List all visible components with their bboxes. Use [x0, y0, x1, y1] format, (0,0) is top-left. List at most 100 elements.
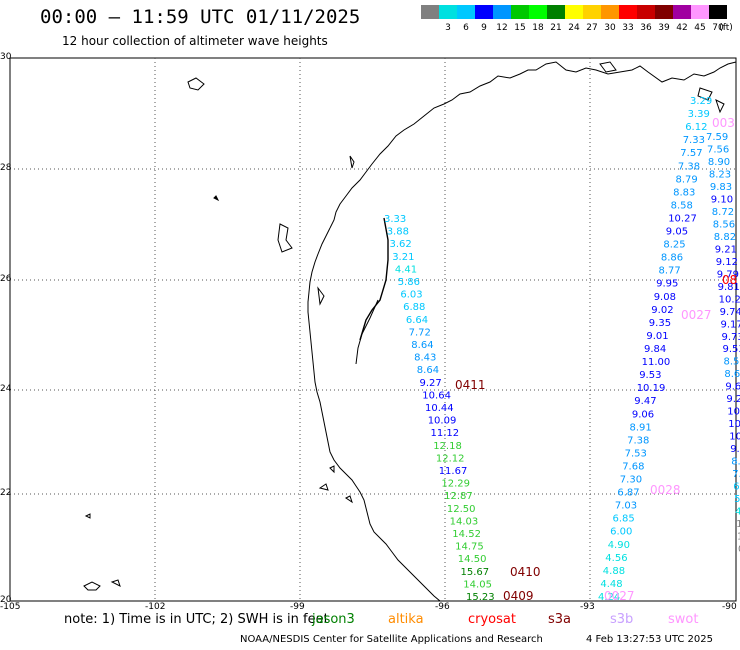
- wave-height-value: 11.00: [642, 357, 671, 368]
- wave-height-value: 15.23: [466, 592, 495, 603]
- wave-height-value: 10.19: [637, 383, 666, 394]
- longitude-label: -99: [290, 602, 305, 612]
- wave-height-value: 8.25: [663, 240, 685, 251]
- wave-height-value: 4.03: [735, 507, 740, 518]
- wave-height-value: 14.52: [452, 529, 481, 540]
- legend-tick-label: 12: [496, 23, 508, 33]
- wave-height-value: 6.87: [617, 488, 639, 499]
- track-id-label: 0410: [510, 565, 541, 579]
- wave-height-value: 6.12: [685, 122, 707, 133]
- wave-height-value: 6.64: [406, 315, 428, 326]
- legend-swatch: [601, 5, 619, 19]
- satellite-name: altika: [388, 612, 424, 627]
- latitude-label: 28: [0, 163, 12, 173]
- wave-height-value: 5.31: [734, 494, 740, 505]
- wave-height-value: 10.09: [428, 416, 457, 427]
- wave-height-value: 4.90: [608, 540, 630, 551]
- legend-swatch: [709, 5, 727, 19]
- legend-swatch: [475, 5, 493, 19]
- longitude-label: -93: [580, 602, 595, 612]
- wave-height-value: 8.72: [712, 207, 734, 218]
- wave-height-value: 8.43: [731, 457, 740, 468]
- wave-height-value: 7.38: [627, 435, 649, 446]
- wave-height-value: 0.61: [738, 544, 740, 555]
- legend-tick-label: 45: [694, 23, 706, 33]
- wave-height-value: 9.17: [721, 319, 740, 330]
- wave-height-value: 4.24: [598, 592, 620, 603]
- track-id-label: 0409: [503, 589, 534, 603]
- wave-height-value: 14.75: [455, 542, 484, 553]
- legend-tick-label: 21: [550, 23, 562, 33]
- wave-height-value: 6.03: [400, 290, 422, 301]
- latitude-label: 30: [0, 52, 12, 62]
- satellite-name: jason3: [312, 612, 355, 627]
- wave-height-value: 8.90: [708, 157, 730, 168]
- wave-height-value: 8.56: [713, 219, 735, 230]
- track-id-label: 0411: [455, 378, 486, 392]
- wave-height-value: 9.10: [711, 194, 733, 205]
- wave-height-value: 14.05: [463, 579, 492, 590]
- legend-unit: (ft): [719, 23, 733, 33]
- wave-height-value: 5.86: [398, 277, 420, 288]
- wave-height-value: 10.77: [728, 419, 740, 430]
- track-id-label: 003: [712, 116, 735, 130]
- satellite-name: swot: [668, 612, 699, 627]
- wave-height-value: 8.91: [630, 422, 652, 433]
- legend-swatch: [691, 5, 709, 19]
- wave-height-value: 8.64: [411, 340, 433, 351]
- map-title: 00:00 – 11:59 UTC 01/11/2025: [40, 6, 361, 28]
- wave-height-value: 1.76: [737, 532, 740, 543]
- wave-height-value: 6.88: [403, 302, 425, 313]
- wave-height-value: 10.18: [729, 432, 740, 443]
- wave-height-value: 9.01: [646, 331, 668, 342]
- wave-height-value: 9.67: [725, 382, 740, 393]
- wave-height-value: 8.82: [714, 232, 736, 243]
- wave-height-value: 4.41: [395, 264, 417, 275]
- legend-tick-label: 33: [622, 23, 634, 33]
- track-id-label: 08: [722, 273, 737, 287]
- wave-height-value: 3.62: [390, 239, 412, 250]
- wave-height-value: 8.64: [724, 369, 740, 380]
- wave-height-value: 8.43: [414, 353, 436, 364]
- legend-tick-label: 6: [463, 23, 469, 33]
- wave-height-value: 3.33: [384, 214, 406, 225]
- legend-tick-label: 36: [640, 23, 652, 33]
- longitude-label: -105: [0, 602, 21, 612]
- coastline: [83, 61, 737, 602]
- wave-height-value: 12.29: [441, 479, 470, 490]
- wave-height-value: 8.83: [673, 187, 695, 198]
- wave-height-value: 9.21: [715, 244, 737, 255]
- latitude-label: 22: [0, 488, 12, 498]
- legend-swatch: [637, 5, 655, 19]
- wave-height-value: 3.39: [688, 109, 710, 120]
- wave-height-value: 7.59: [706, 132, 728, 143]
- legend-swatch: [439, 5, 457, 19]
- wave-height-value: 12.18: [433, 441, 462, 452]
- footer-note: note: 1) Time is in UTC; 2) SWH is in fe…: [64, 612, 329, 627]
- wave-height-value: 9.83: [710, 182, 732, 193]
- legend-swatch: [655, 5, 673, 19]
- legend-tick-label: 70: [712, 23, 724, 33]
- wave-height-value: 7.68: [622, 462, 644, 473]
- wave-height-value: 8.64: [417, 365, 439, 376]
- wave-height-value: 3.21: [392, 252, 414, 263]
- wave-height-value: 7.56: [707, 145, 729, 156]
- wave-height-value: 10.27: [668, 214, 697, 225]
- wave-height-value: 9.05: [666, 227, 688, 238]
- wave-height-value: 10.50: [727, 407, 740, 418]
- altimeter-tracks: 3.33 3.883.62 3.214.41 5.86 6.036.88 6.647.72…: [384, 96, 740, 603]
- latitude-label: 24: [0, 384, 12, 394]
- wave-height-value: 7.57: [680, 148, 702, 159]
- latitude-label: 26: [0, 274, 12, 284]
- latitude-label: 20: [0, 595, 12, 605]
- wave-height-value: 8.79: [676, 174, 698, 185]
- wave-height-value: 9.08: [654, 292, 676, 303]
- wave-height-value: 9.12: [716, 257, 738, 268]
- wave-height-value: 8.86: [661, 253, 683, 264]
- legend-swatch: [547, 5, 565, 19]
- satellite-name: s3b: [610, 612, 634, 627]
- wave-height-value: 7.38: [678, 161, 700, 172]
- wave-height-value: 8.23: [709, 170, 731, 181]
- lat-lon-grid: [10, 58, 736, 601]
- track-id-label: 0028: [650, 483, 681, 497]
